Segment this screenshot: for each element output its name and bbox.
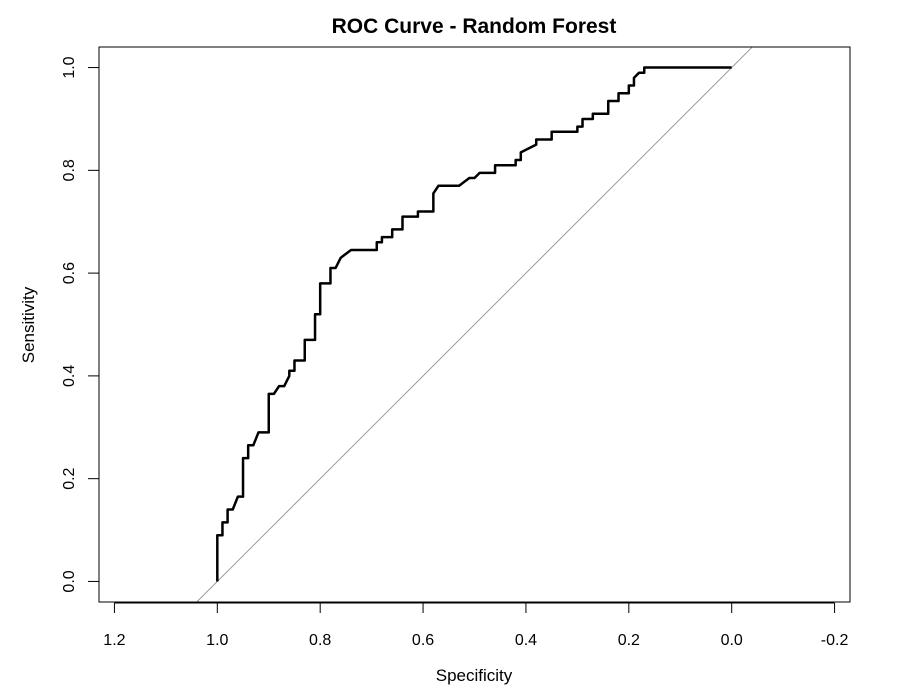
x-tick-label: 0.4 [515,632,537,649]
y-tick-label: 0.0 [61,570,78,592]
x-tick-label: 1.2 [103,632,125,649]
y-axis-title: Sensitivity [19,286,38,363]
x-tick-label: 0.0 [721,632,743,649]
x-axis-title: Specificity [436,666,513,685]
y-tick-label: 0.4 [61,365,78,387]
x-tick-label: 0.6 [412,632,434,649]
y-tick-label: 1.0 [61,56,78,78]
roc-curve-line [216,66,732,582]
y-axis: 0.0 0.2 0.4 0.6 0.8 1.0 [61,56,100,593]
x-tick-label: 0.2 [618,632,640,649]
y-tick-label: 0.6 [61,262,78,284]
reference-diagonal-line [196,47,753,602]
x-axis: 1.2 1.0 0.8 0.6 0.4 0.2 0.0 -0.2 [103,602,849,649]
y-tick-label: 0.8 [61,159,78,181]
x-tick-label: -0.2 [821,632,849,649]
x-tick-label: 0.8 [309,632,331,649]
y-tick-label: 0.2 [61,467,78,489]
x-tick-label: 1.0 [206,632,228,649]
chart-title: ROC Curve - Random Forest [332,15,617,38]
